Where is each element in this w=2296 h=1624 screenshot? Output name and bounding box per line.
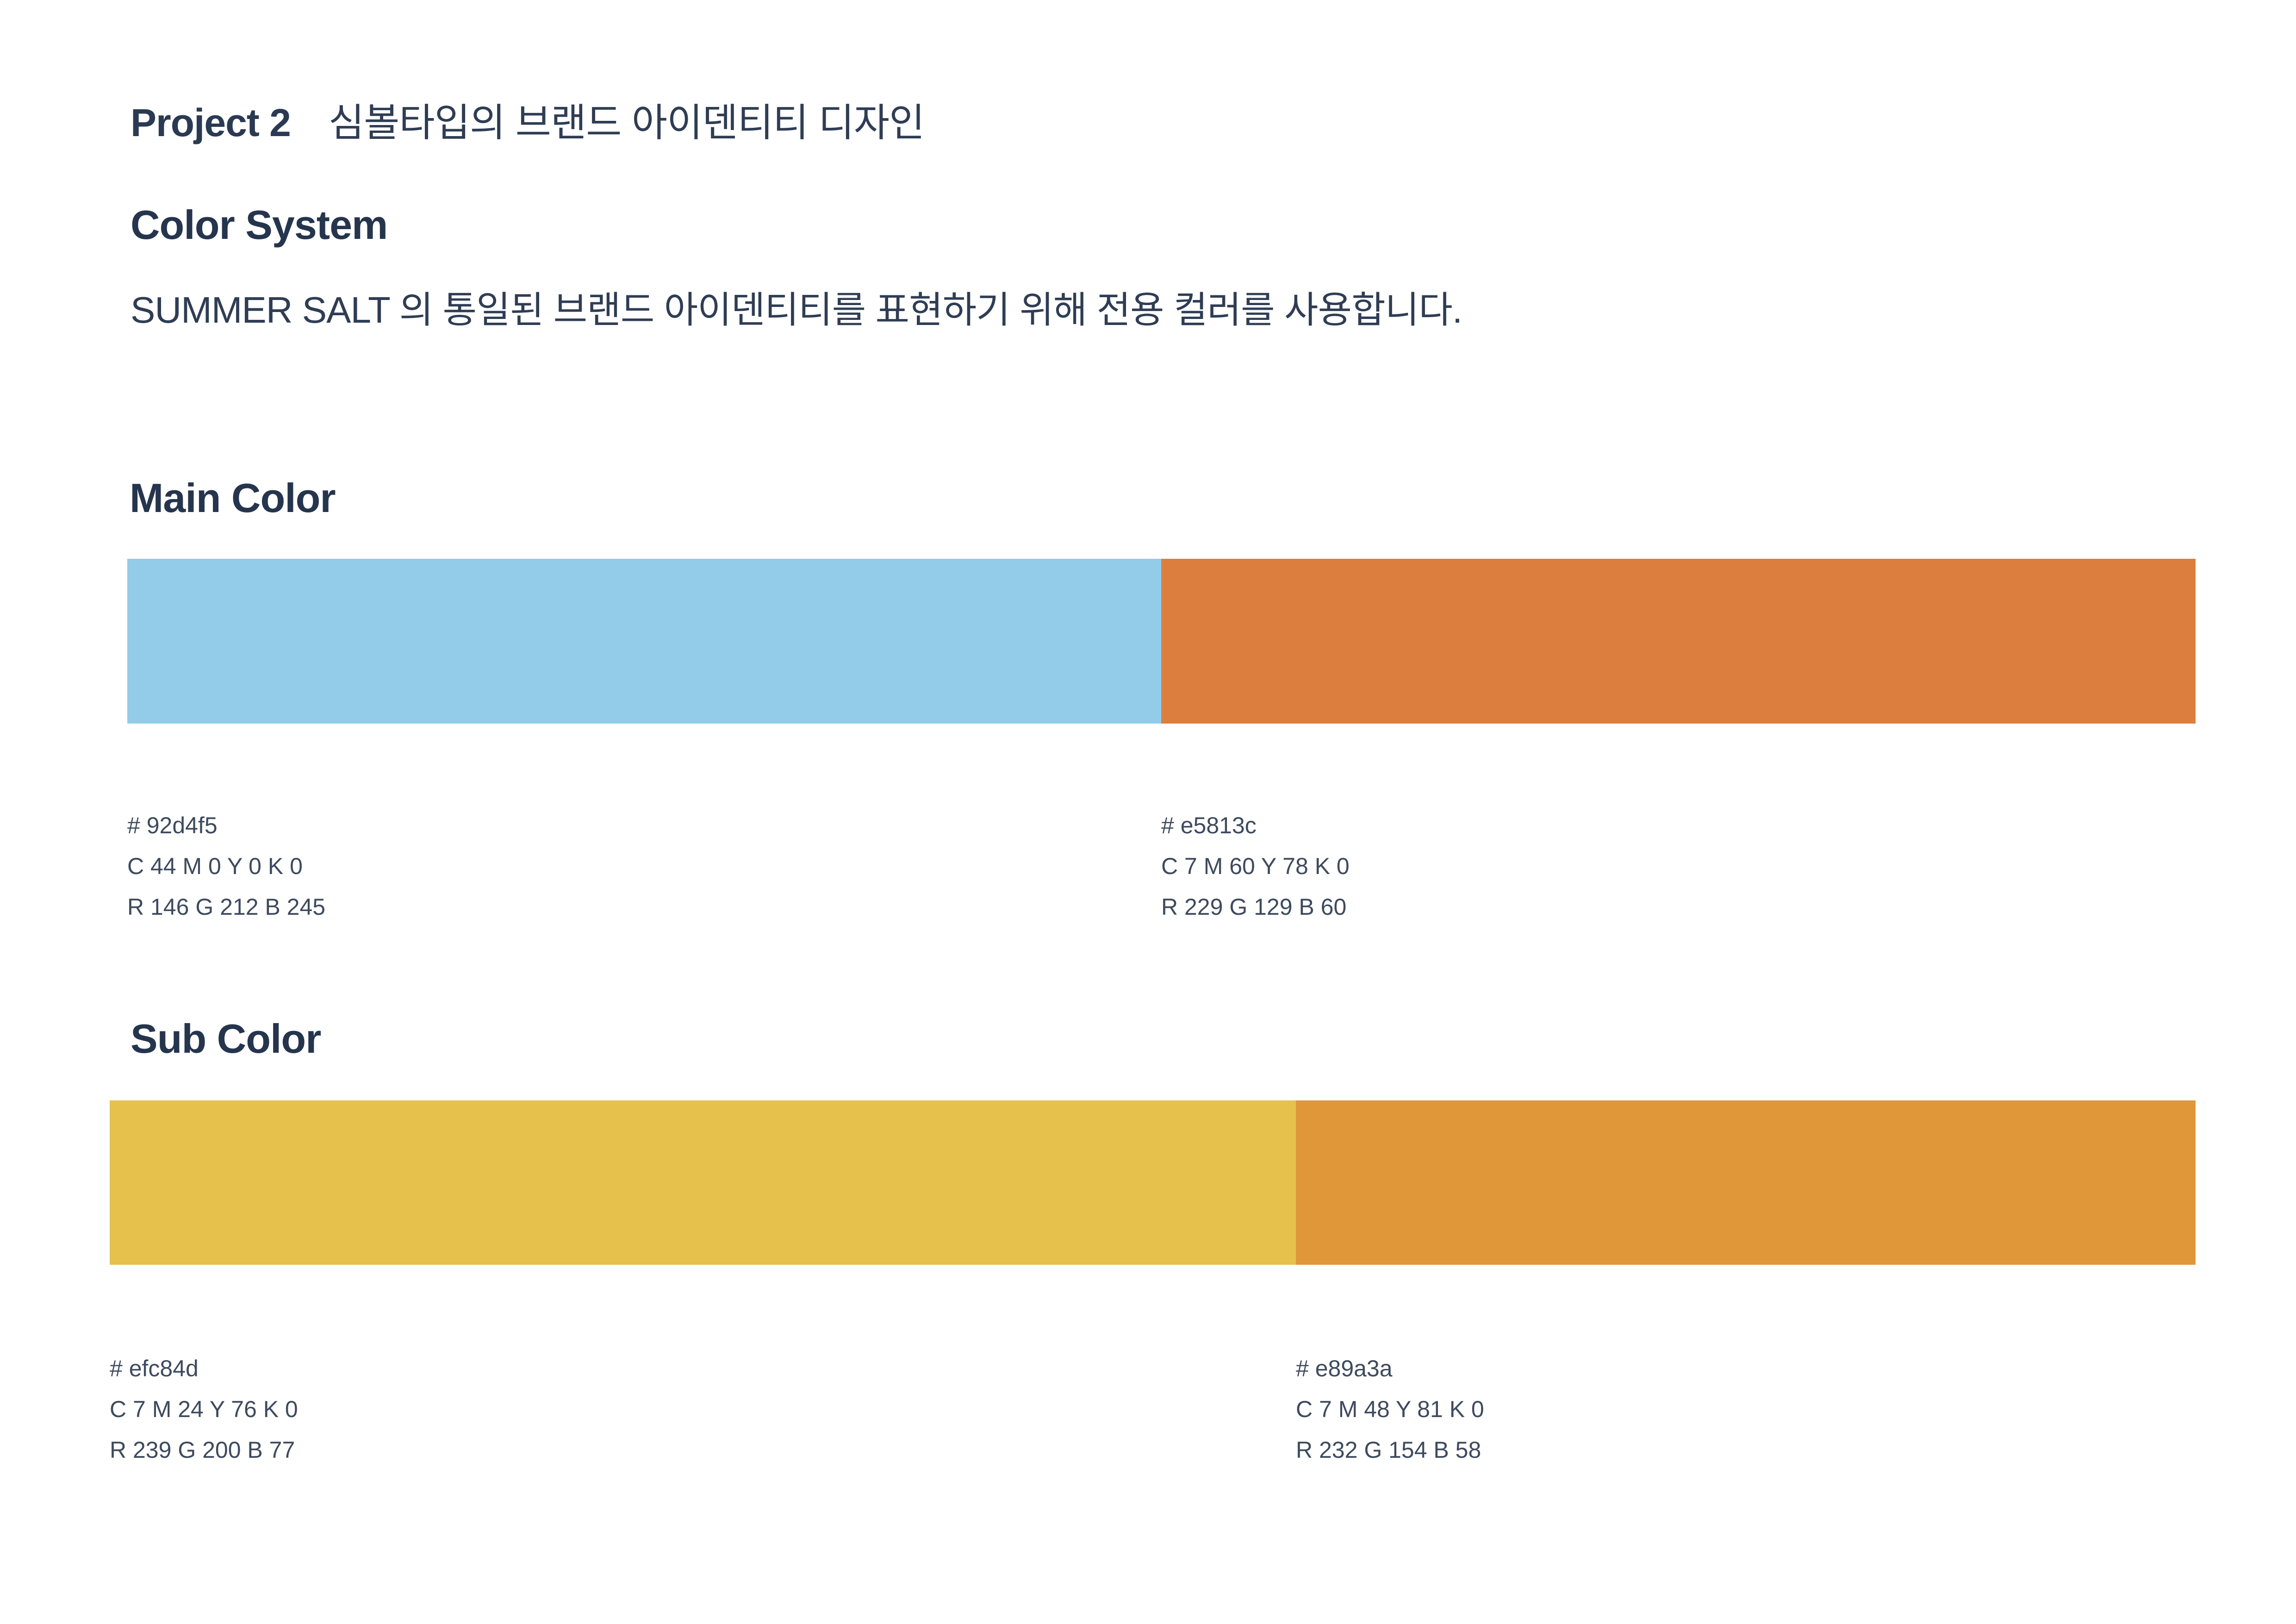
rgb-values: R 146 G 212 B 245 [127,894,326,920]
hex-code: # efc84d [110,1355,199,1381]
rgb-values: R 239 G 200 B 77 [110,1437,295,1463]
hex-code: # e89a3a [1296,1355,1393,1381]
main-color-swatch-orange [1161,559,2196,724]
cmyk-values: C 7 M 24 Y 76 K 0 [110,1396,298,1422]
project-title: 심볼타입의 브랜드 아이덴티티 디자인 [328,101,925,144]
cmyk-values: C 7 M 48 Y 81 K 0 [1296,1396,1484,1422]
color-system-description: SUMMER SALT 의 통일된 브랜드 아이덴티티를 표현하기 위해 전용 … [131,289,1462,331]
main-color-heading: Main Color [130,475,336,521]
sub-color-heading: Sub Color [131,1016,321,1062]
cmyk-values: C 7 M 60 Y 78 K 0 [1161,853,1350,879]
project-header: Project 2 심볼타입의 브랜드 아이덴티티 디자인 [131,95,925,150]
rgb-values: R 229 G 129 B 60 [1161,894,1347,920]
project-label: Project 2 [131,101,291,144]
color-system-heading: Color System [131,202,388,248]
sub-color-swatch-orange [1296,1100,2196,1265]
rgb-values: R 232 G 154 B 58 [1296,1437,1481,1463]
hex-code: # e5813c [1161,812,1257,838]
sub-color-swatch-yellow [110,1100,1296,1265]
hex-code: # 92d4f5 [127,812,218,838]
sub-color-spec-yellow: # efc84d C 7 M 24 Y 76 K 0 R 239 G 200 B… [110,1348,298,1470]
main-color-spec-blue: # 92d4f5 C 44 M 0 Y 0 K 0 R 146 G 212 B … [127,805,325,927]
main-color-swatch-blue [127,559,1161,724]
sub-color-spec-orange: # e89a3a C 7 M 48 Y 81 K 0 R 232 G 154 B… [1296,1348,1484,1470]
cmyk-values: C 44 M 0 Y 0 K 0 [127,853,303,879]
main-color-spec-orange: # e5813c C 7 M 60 Y 78 K 0 R 229 G 129 B… [1161,805,1350,927]
